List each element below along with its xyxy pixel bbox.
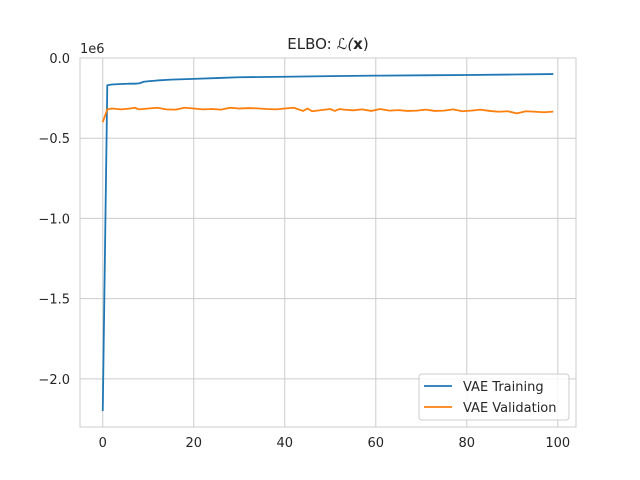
y-tick-label: −1.0 [38,212,70,227]
x-tick-label: 0 [99,436,107,451]
legend-box [418,373,570,421]
legend: VAE Training VAE Validation [418,373,570,421]
x-tick-label: 80 [459,436,476,451]
series-line-vae-training [101,73,554,411]
x-tick-label: 60 [368,436,385,451]
y-tick-label: −1.5 [38,293,70,308]
legend-label-training: VAE Training [463,380,544,395]
x-tick-label: 100 [545,436,570,451]
series-line-vae-validation [101,106,554,123]
tick-labels: 0 20 40 60 80 100 0.0 −0.5 −1.0 −1.5 −2.0 [38,52,570,451]
axes-frame [79,57,577,428]
legend-label-validation: VAE Validation [463,401,557,416]
y-tick-label: −2.0 [38,373,70,388]
chart-title: ELBO: ℒ(x) [287,35,368,53]
series-lines [101,73,554,411]
x-tick-label: 40 [276,436,293,451]
y-tick-label: 0.0 [49,52,70,67]
y-tick-label: −0.5 [38,132,70,147]
x-tick-label: 20 [185,436,202,451]
y-axis-offset-label: 1e6 [80,42,105,57]
